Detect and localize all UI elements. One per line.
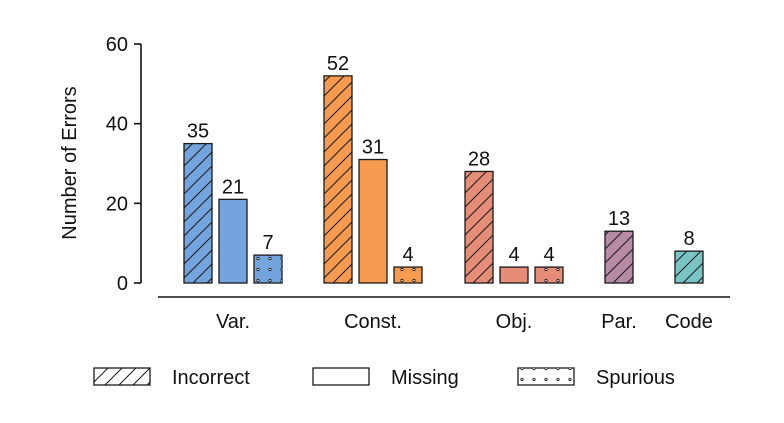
bar-value-label: 35 (187, 121, 209, 143)
bar (218, 198, 248, 284)
category-label: Const. (344, 311, 402, 333)
y-axis: 0 20 40 60 (106, 34, 142, 295)
legend: Incorrect Missing Spurious (93, 367, 675, 389)
bar (499, 266, 529, 284)
bar-value-label: 4 (508, 244, 519, 266)
bar-value-label: 28 (468, 148, 490, 170)
legend-label: Missing (391, 367, 459, 389)
y-axis-label: Number of Errors (59, 86, 81, 239)
category-label: Par. (601, 311, 637, 333)
bar-pattern (465, 171, 493, 283)
bar-value-label: 21 (222, 176, 244, 198)
bar-pattern (184, 143, 212, 283)
bar-value-label: 4 (543, 244, 554, 266)
legend-swatch-pattern (518, 368, 574, 385)
category-label: Code (665, 311, 713, 333)
bar-value-label: 31 (362, 137, 384, 159)
y-tick-label: 0 (117, 273, 128, 295)
bar-value-label: 8 (683, 228, 694, 250)
category-label: Obj. (496, 311, 533, 333)
x-axis: Var. Const. Obj. Par. Code (158, 296, 730, 333)
legend-label: Spurious (596, 367, 675, 389)
bar-pattern (324, 75, 352, 283)
y-tick-label: 20 (106, 193, 128, 215)
y-tick-label: 60 (106, 34, 128, 56)
legend-label: Incorrect (172, 367, 250, 389)
category-label: Var. (216, 311, 250, 333)
bar-value-label: 4 (402, 244, 413, 266)
bar-value-label: 52 (327, 53, 349, 75)
bar-value-label: 7 (262, 232, 273, 254)
bars: 35 21 7 52 31 4 28 4 4 13 8 (183, 53, 704, 284)
bar-pattern (605, 231, 633, 283)
bar-pattern (675, 251, 703, 283)
legend-swatch-pattern (94, 368, 150, 385)
bar-pattern (535, 267, 563, 283)
bar-pattern (394, 267, 422, 283)
bar (358, 158, 388, 284)
y-tick-label: 40 (106, 114, 128, 136)
legend-swatch (312, 367, 370, 386)
bar-value-label: 13 (608, 208, 630, 230)
bar-pattern (254, 255, 282, 283)
